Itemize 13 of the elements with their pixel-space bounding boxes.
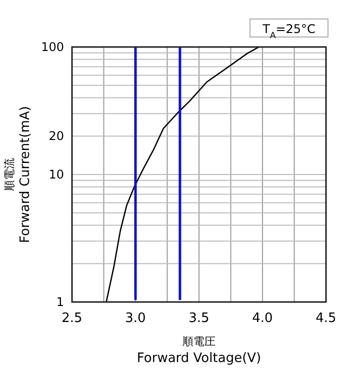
x-tick-label: 2.5 bbox=[62, 311, 82, 326]
y-axis-title: 順電流 Forward Current(mA) bbox=[3, 106, 33, 243]
y-tick-label: 20 bbox=[48, 129, 64, 144]
y-tick-label: 100 bbox=[41, 40, 64, 54]
text: T$_{A}$=25°C bbox=[262, 22, 316, 40]
x-tick-label: 4.0 bbox=[252, 311, 273, 326]
x-axis-title: 順電圧 Forward Voltage(V) bbox=[136, 335, 262, 366]
line-series bbox=[106, 46, 260, 303]
y-tick-label: 1 bbox=[56, 295, 64, 309]
x-tick-label: 3.0 bbox=[125, 311, 146, 326]
x-tick-label: 4.5 bbox=[316, 311, 336, 326]
x-tick-label: 3.5 bbox=[188, 311, 210, 326]
y-tick-label: 10 bbox=[48, 168, 64, 182]
